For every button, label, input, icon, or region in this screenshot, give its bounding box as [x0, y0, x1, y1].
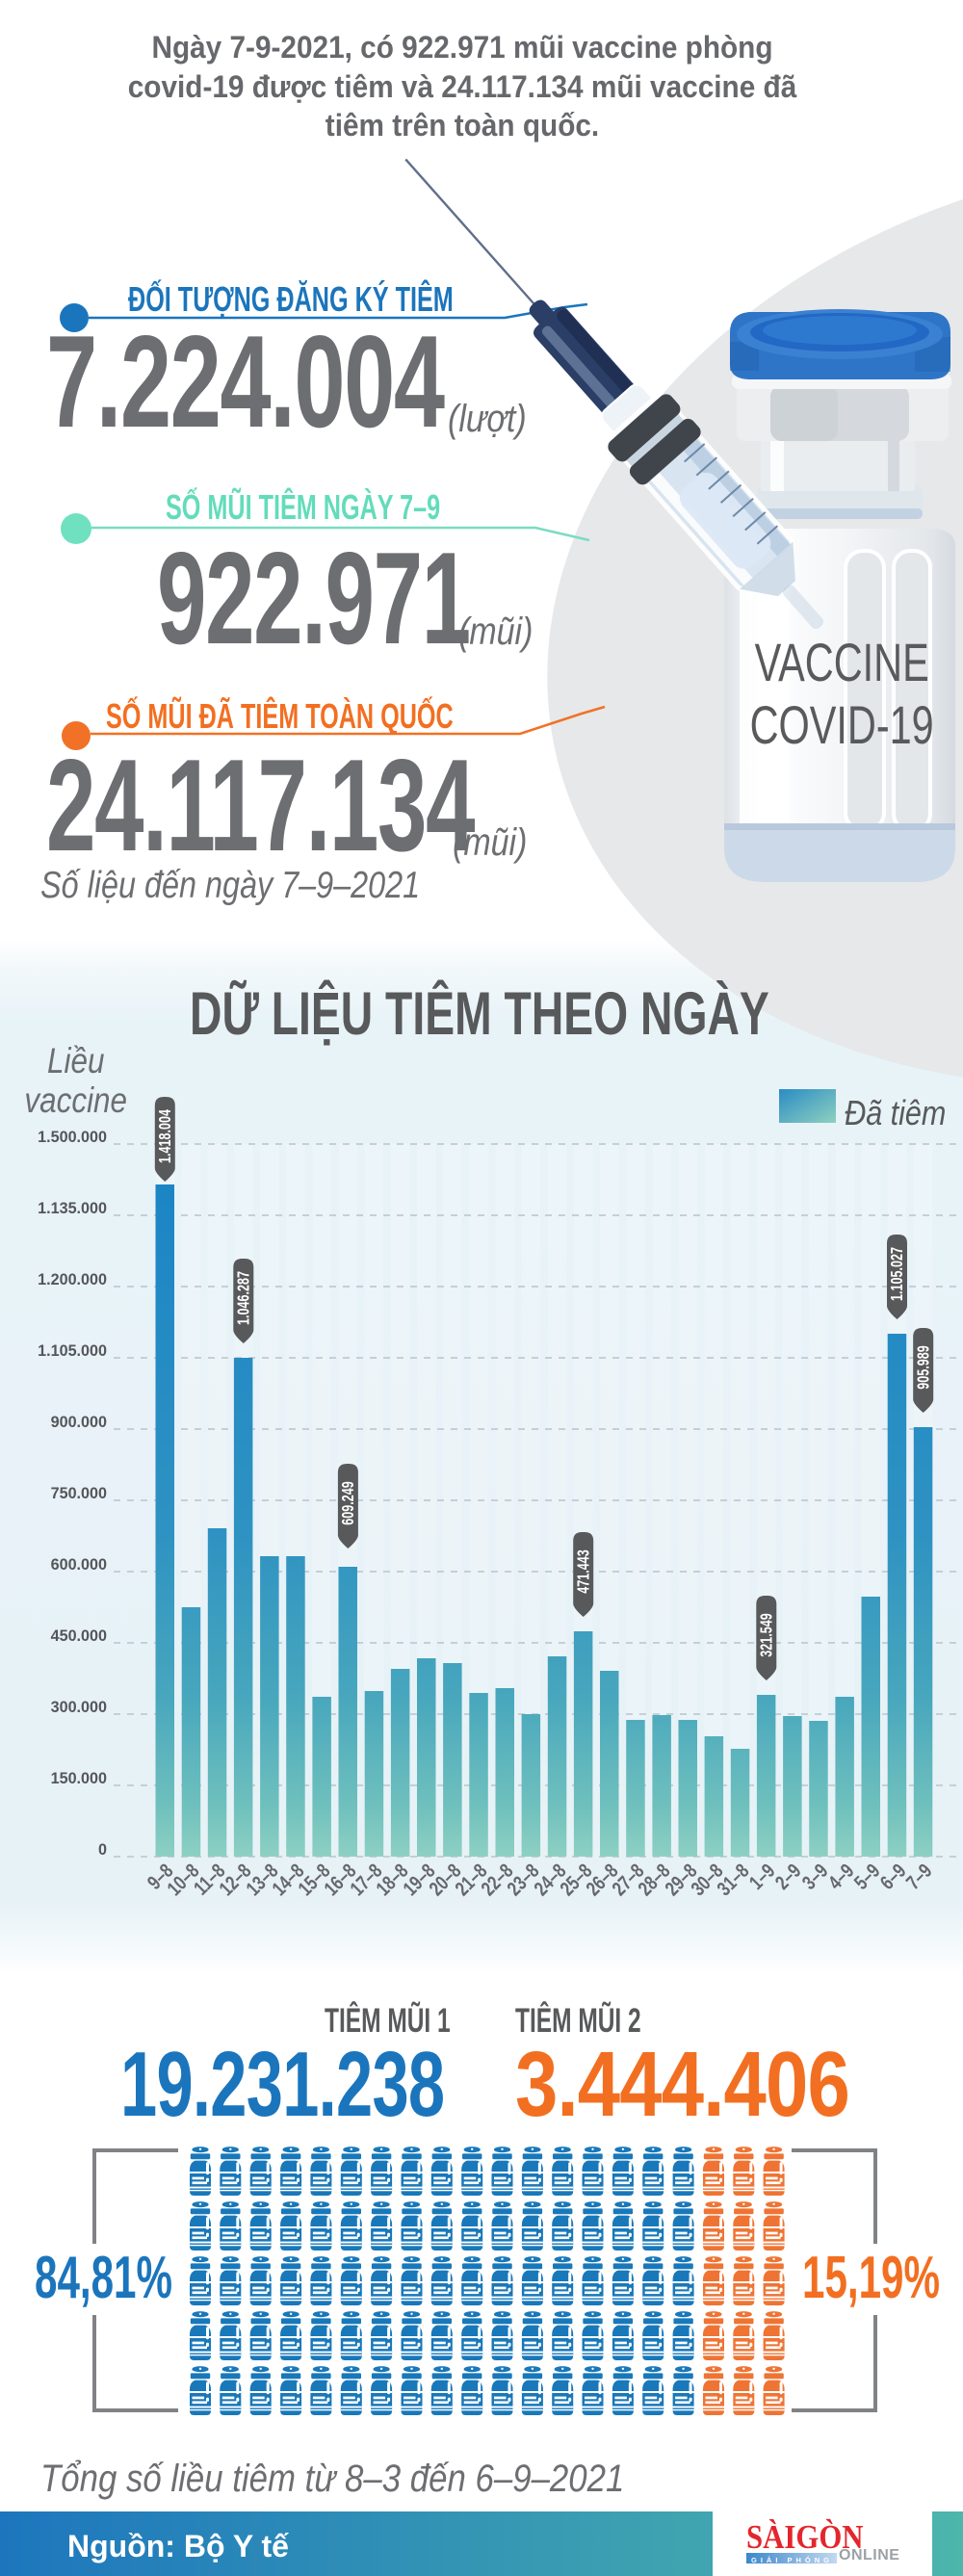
svg-text:1.200.000: 1.200.000	[38, 1270, 107, 1288]
svg-text:750.000: 750.000	[51, 1484, 107, 1502]
svg-text:1.500.000: 1.500.000	[38, 1128, 107, 1146]
svg-text:471.443: 471.443	[574, 1549, 593, 1594]
svg-text:1.135.000: 1.135.000	[38, 1199, 107, 1217]
svg-text:1.105.027: 1.105.027	[888, 1247, 907, 1301]
svg-text:300.000: 300.000	[51, 1698, 107, 1716]
svg-text:450.000: 450.000	[51, 1626, 107, 1645]
svg-text:0: 0	[98, 1840, 107, 1859]
svg-text:321.549: 321.549	[758, 1613, 777, 1657]
svg-text:609.249: 609.249	[339, 1481, 358, 1525]
svg-text:905.989: 905.989	[914, 1345, 933, 1390]
svg-text:1.046.287: 1.046.287	[235, 1271, 254, 1325]
svg-text:1.418.004: 1.418.004	[156, 1109, 175, 1163]
svg-text:900.000: 900.000	[51, 1413, 107, 1431]
svg-text:1.105.000: 1.105.000	[38, 1341, 107, 1360]
svg-text:150.000: 150.000	[51, 1769, 107, 1787]
svg-text:600.000: 600.000	[51, 1555, 107, 1574]
